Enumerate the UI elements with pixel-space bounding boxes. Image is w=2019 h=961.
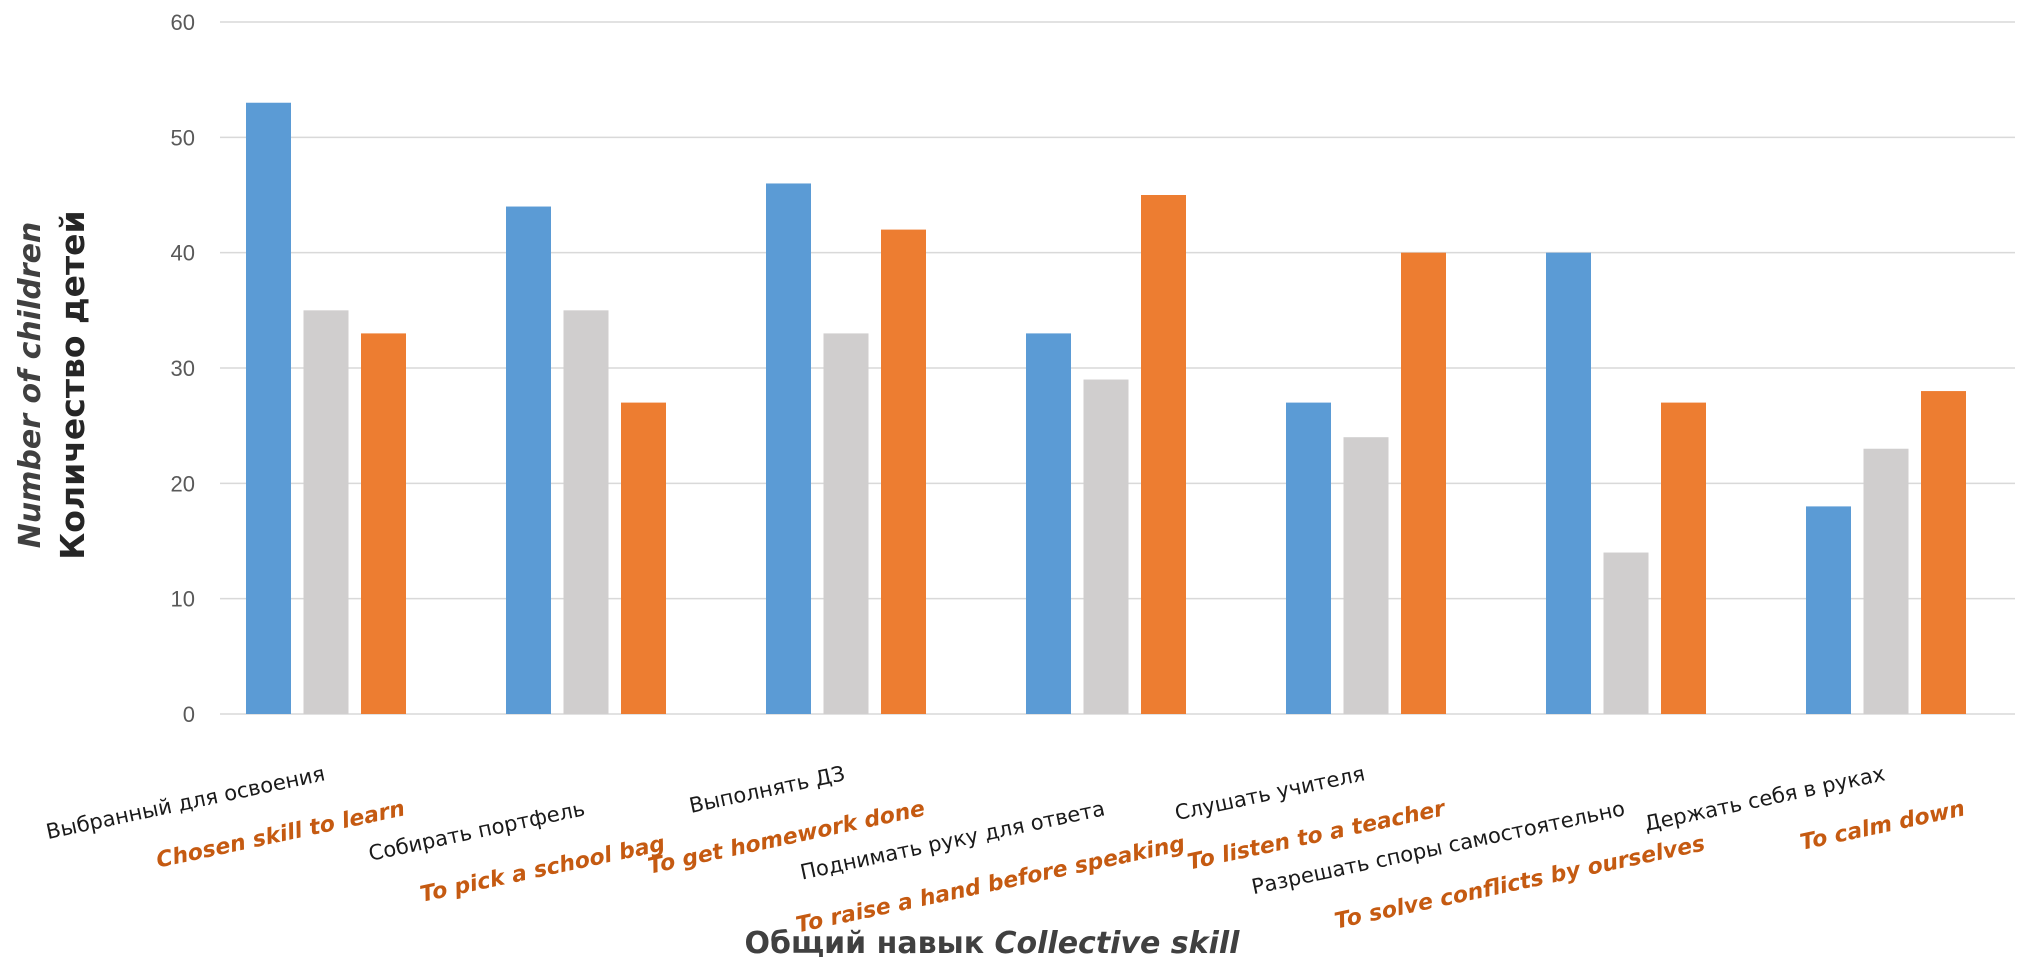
bar [1401,252,1446,714]
category-label-en: To raise a hand before speaking [794,831,1187,938]
bar [823,333,869,714]
bar [1806,506,1851,714]
y-tick-label: 10 [171,587,195,612]
y-tick-label: 50 [171,125,195,150]
y-tick-label: 20 [171,471,195,496]
bar [1343,437,1389,714]
bar [766,183,811,714]
category-label-en: To get homework done [646,796,928,879]
bar [1026,333,1071,714]
category-label-en: To calm down [1798,796,1967,855]
y-tick-label: 60 [171,10,195,35]
bar [1863,448,1909,714]
y-tick-label: 0 [183,702,195,727]
y-tick-labels: 0 10 20 30 40 50 60 [171,10,195,727]
x-axis-label-en: Collective skill [995,926,1241,961]
y-tick-label: 30 [171,356,195,381]
bar [361,333,406,714]
bar [563,310,609,714]
y-axis-label-ru: Количество детей [53,210,92,559]
bar [1286,402,1331,714]
bar [1546,252,1591,714]
bar [1921,391,1966,714]
category-label-ru: Слушать учителя [1173,761,1367,825]
x-axis-title: Общий навык Collective skill [745,926,1241,961]
y-tick-label: 40 [171,241,195,266]
bar [621,402,666,714]
bar [1083,379,1129,714]
bars [246,102,1966,715]
bar [303,310,349,714]
bar [1661,402,1706,714]
bar [506,206,551,715]
bar [1603,552,1649,714]
bar [881,229,926,714]
bar [246,102,291,714]
y-axis-label-en: Number of children [13,222,48,549]
bar [1141,195,1186,714]
x-axis-label-ru: Общий навык [745,926,985,961]
category-label-ru: Выполнять ДЗ [687,761,847,817]
